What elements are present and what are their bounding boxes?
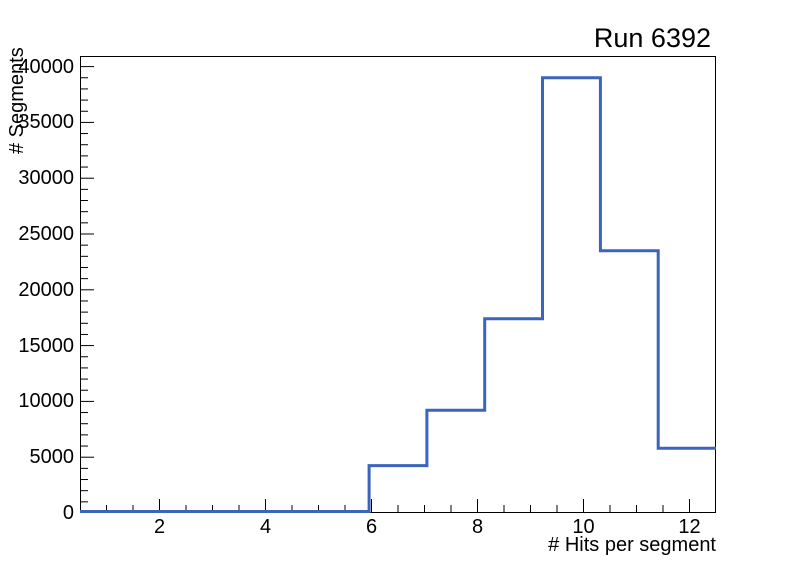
y-tick-label: 10000 bbox=[18, 390, 74, 413]
x-tick-label: 10 bbox=[572, 516, 595, 538]
plot-title: Run 6392 bbox=[593, 23, 711, 53]
x-tick-label: 4 bbox=[259, 516, 272, 538]
y-tick-label: 35000 bbox=[18, 111, 74, 134]
y-tick-label: 15000 bbox=[18, 334, 74, 357]
y-tick-label: 0 bbox=[62, 502, 74, 524]
x-tick-label: 6 bbox=[365, 516, 378, 538]
y-tick-label: 25000 bbox=[18, 223, 74, 245]
x-axis-title: # Hits per segment bbox=[548, 534, 716, 556]
histogram-step-line bbox=[80, 76, 716, 513]
y-tick-label: 5000 bbox=[29, 446, 75, 469]
histogram-plot bbox=[80, 56, 716, 513]
y-tick-label: 30000 bbox=[18, 167, 74, 190]
x-tick-label: 8 bbox=[471, 516, 484, 538]
x-tick-label: 2 bbox=[153, 516, 166, 538]
y-tick-label: 20000 bbox=[18, 278, 74, 301]
x-tick-label: 12 bbox=[678, 516, 701, 538]
y-tick-label: 40000 bbox=[18, 55, 74, 78]
plot-frame-border bbox=[80, 56, 716, 513]
